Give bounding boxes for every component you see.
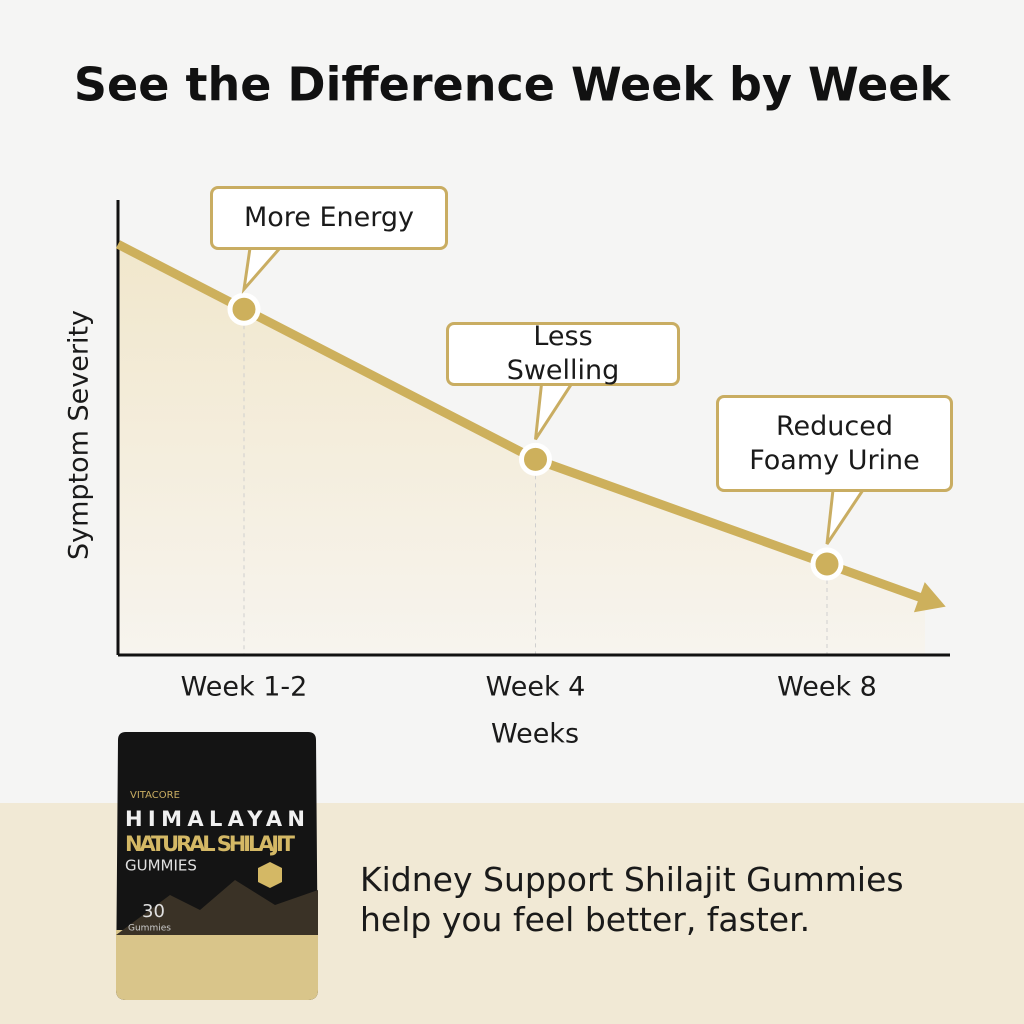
chart-title: See the Difference Week by Week bbox=[74, 58, 952, 112]
product-pouch: VITACORE HIMALAYAN NATURAL SHILAJIT GUMM… bbox=[116, 732, 318, 1000]
tagline: Kidney Support Shilajit Gummies help you… bbox=[360, 860, 904, 939]
callout-tail bbox=[241, 246, 284, 295]
x-tick-label: Week 8 bbox=[777, 672, 877, 703]
point bbox=[810, 547, 844, 581]
product-line3: GUMMIES bbox=[125, 857, 197, 875]
callout: Reduced Foamy Urine bbox=[716, 395, 953, 492]
x-tick-label: Week 4 bbox=[486, 672, 586, 703]
x-tick-label: Week 1-2 bbox=[181, 672, 308, 703]
callout: Less Swelling bbox=[446, 321, 680, 386]
count-unit: Gummies bbox=[128, 924, 171, 934]
point bbox=[227, 292, 261, 326]
x-axis-label: Weeks bbox=[491, 719, 579, 750]
product-line2: NATURAL SHILAJIT bbox=[125, 832, 296, 856]
callout-tail bbox=[534, 382, 575, 441]
line-end bbox=[825, 559, 927, 604]
arrow-head bbox=[913, 582, 946, 613]
brand: VITACORE bbox=[130, 790, 180, 801]
line-start bbox=[115, 240, 247, 314]
area-fill bbox=[118, 244, 925, 656]
callout-tail bbox=[825, 488, 866, 545]
product-line1: HIMALAYAN bbox=[125, 807, 305, 831]
count: 30 bbox=[142, 901, 165, 922]
point bbox=[519, 442, 552, 476]
y-axis-label: Symptom Severity bbox=[64, 310, 95, 560]
callout: More Energy bbox=[210, 186, 448, 250]
